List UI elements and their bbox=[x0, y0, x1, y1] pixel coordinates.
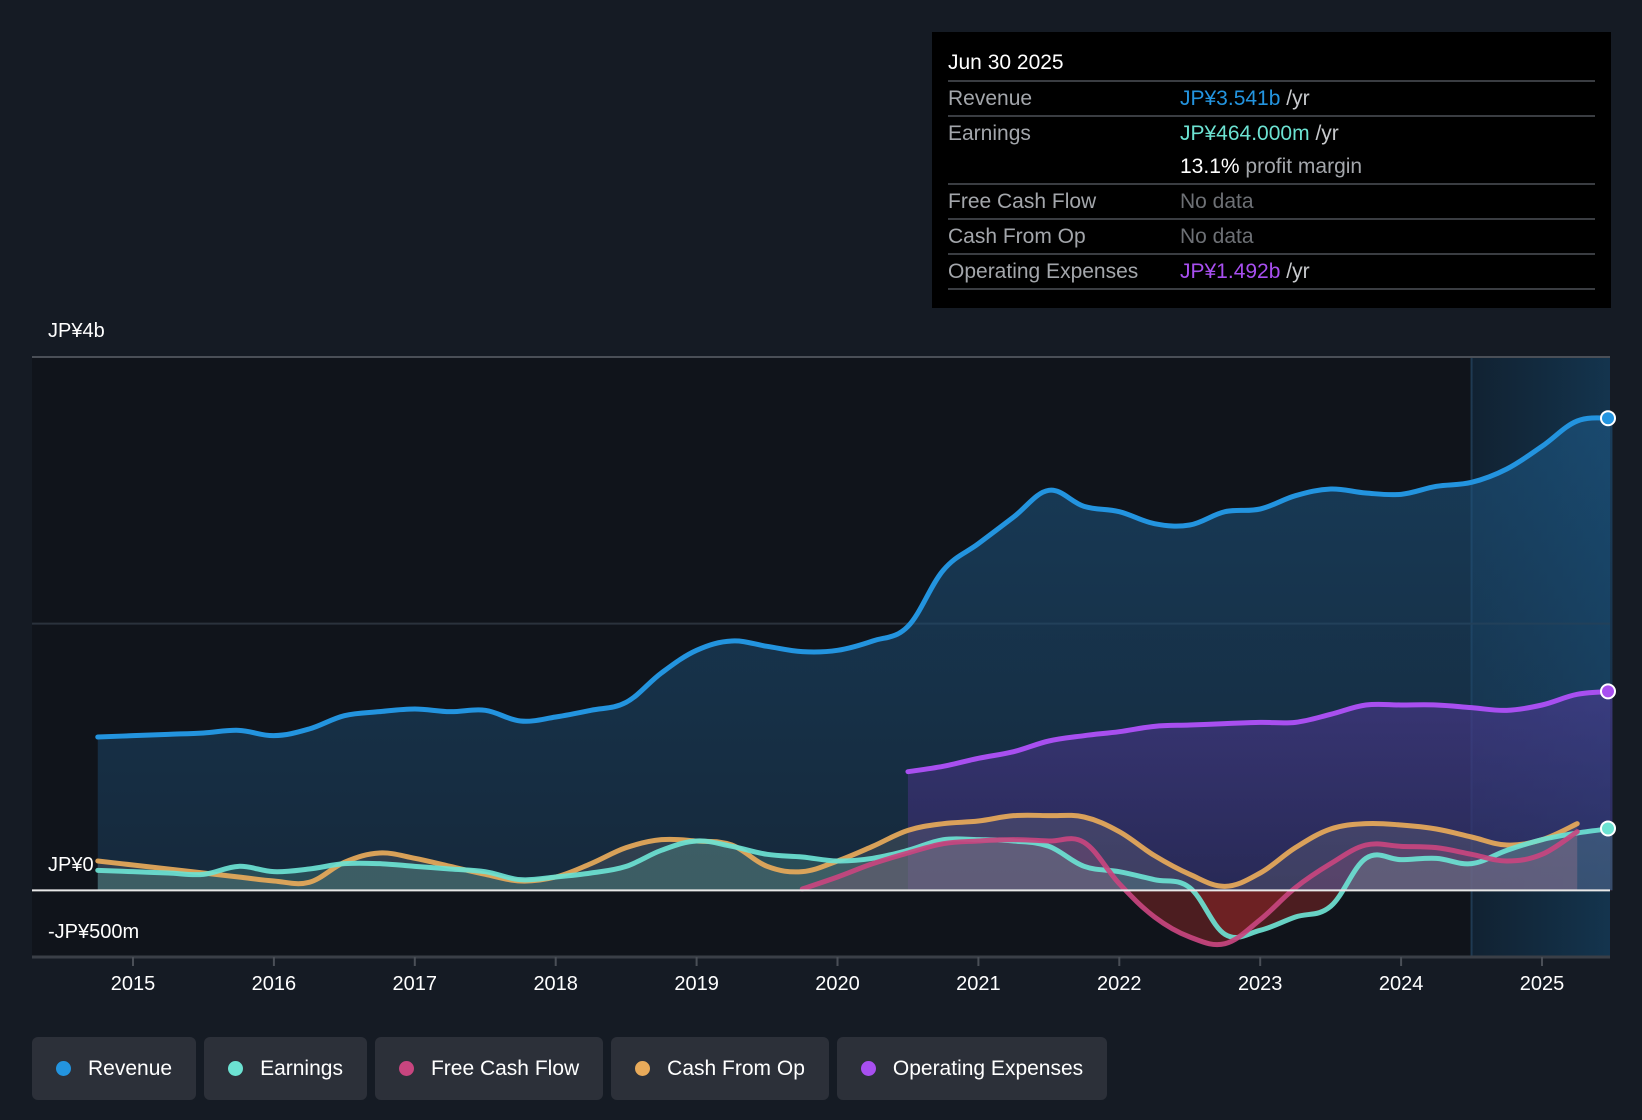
legend-dot-icon bbox=[228, 1061, 244, 1076]
tooltip-date: Jun 30 2025 bbox=[948, 46, 1595, 82]
tooltip-unit: /yr bbox=[1286, 87, 1310, 110]
legend-item-free-cash-flow[interactable]: Free Cash Flow bbox=[374, 1037, 604, 1100]
tooltip-row-cash-from-op: Cash From Op No data bbox=[948, 220, 1595, 255]
y-axis-label-top: JP¥4b bbox=[48, 320, 105, 342]
end-dot-earnings[interactable] bbox=[1600, 820, 1616, 837]
legend-item-revenue[interactable]: Revenue bbox=[32, 1037, 197, 1100]
x-tick-label: 2018 bbox=[533, 973, 578, 995]
tooltip-label: Cash From Op bbox=[948, 225, 1086, 248]
end-dot-revenue[interactable] bbox=[1600, 410, 1616, 427]
x-axis-ticks: 2015 2016 2017 2018 2019 2020 2021 2022 2023 2024… bbox=[111, 957, 1565, 995]
chart-legend: Revenue Earnings Free Cash Flow Cash Fro… bbox=[32, 1037, 1108, 1100]
tooltip-row-revenue: Revenue JP¥3.541b /yr bbox=[948, 82, 1595, 117]
tooltip-value: 13.1% bbox=[1180, 155, 1240, 178]
y-axis-label-bottom: -JP¥500m bbox=[48, 921, 140, 943]
tooltip-row-operating-expenses: Operating Expenses JP¥1.492b /yr bbox=[948, 255, 1595, 290]
tooltip-label: Revenue bbox=[948, 87, 1033, 110]
tooltip-value: JP¥1.492b bbox=[1180, 260, 1281, 283]
legend-item-earnings[interactable]: Earnings bbox=[204, 1037, 367, 1100]
tooltip-row-profit-margin: 13.1% profit margin bbox=[948, 150, 1595, 185]
tooltip-unit: /yr bbox=[1286, 260, 1310, 283]
line-operating-expenses bbox=[905, 688, 1615, 775]
legend-label: Revenue bbox=[88, 1056, 173, 1080]
x-tick-label: 2021 bbox=[956, 973, 1001, 995]
x-tick-label: 2023 bbox=[1238, 973, 1283, 995]
line-revenue bbox=[95, 415, 1615, 740]
legend-dot-icon bbox=[398, 1061, 414, 1076]
x-tick-label: 2015 bbox=[111, 973, 156, 995]
x-tick-label: 2017 bbox=[393, 973, 438, 995]
legend-label: Free Cash Flow bbox=[430, 1056, 580, 1080]
series-lines bbox=[95, 415, 1615, 948]
tooltip-value: JP¥464.000m bbox=[1180, 122, 1310, 145]
legend-dot-icon bbox=[56, 1061, 71, 1076]
y-axis-label-zero: JP¥0 bbox=[48, 854, 94, 876]
x-tick-label: 2020 bbox=[815, 973, 860, 995]
legend-item-operating-expenses[interactable]: Operating Expenses bbox=[836, 1037, 1108, 1100]
line-free-cash-flow bbox=[799, 829, 1580, 948]
tooltip-row-free-cash-flow: Free Cash Flow No data bbox=[948, 185, 1595, 220]
x-tick-label: 2019 bbox=[674, 973, 719, 995]
tooltip-unit: /yr bbox=[1315, 122, 1339, 145]
x-tick-label: 2025 bbox=[1520, 973, 1565, 995]
tooltip-unit: profit margin bbox=[1245, 155, 1363, 178]
x-tick-label: 2022 bbox=[1097, 973, 1142, 995]
x-tick-label: 2016 bbox=[252, 973, 297, 995]
tooltip-label: Free Cash Flow bbox=[948, 190, 1097, 213]
tooltip-value: No data bbox=[1180, 225, 1254, 248]
legend-label: Cash From Op bbox=[667, 1056, 805, 1080]
tooltip-value: No data bbox=[1180, 190, 1254, 213]
legend-dot-icon bbox=[860, 1061, 876, 1076]
x-tick-label: 2024 bbox=[1379, 973, 1424, 995]
legend-label: Operating Expenses bbox=[892, 1056, 1084, 1080]
legend-item-cash-from-op[interactable]: Cash From Op bbox=[611, 1037, 829, 1100]
end-dot-operating-expenses[interactable] bbox=[1600, 683, 1616, 700]
legend-dot-icon bbox=[635, 1061, 651, 1076]
series-end-dots bbox=[1600, 410, 1616, 837]
tooltip-panel: Jun 30 2025 Revenue JP¥3.541b /yr Earnin… bbox=[932, 32, 1611, 308]
tooltip-row-earnings: Earnings JP¥464.000m /yr bbox=[948, 117, 1595, 150]
tooltip-label: Operating Expenses bbox=[948, 260, 1139, 283]
tooltip-value: JP¥3.541b bbox=[1180, 87, 1281, 110]
legend-label: Earnings bbox=[260, 1056, 343, 1080]
tooltip-label: Earnings bbox=[948, 122, 1031, 145]
line-earnings bbox=[95, 825, 1615, 940]
tooltip-label bbox=[948, 150, 1180, 183]
